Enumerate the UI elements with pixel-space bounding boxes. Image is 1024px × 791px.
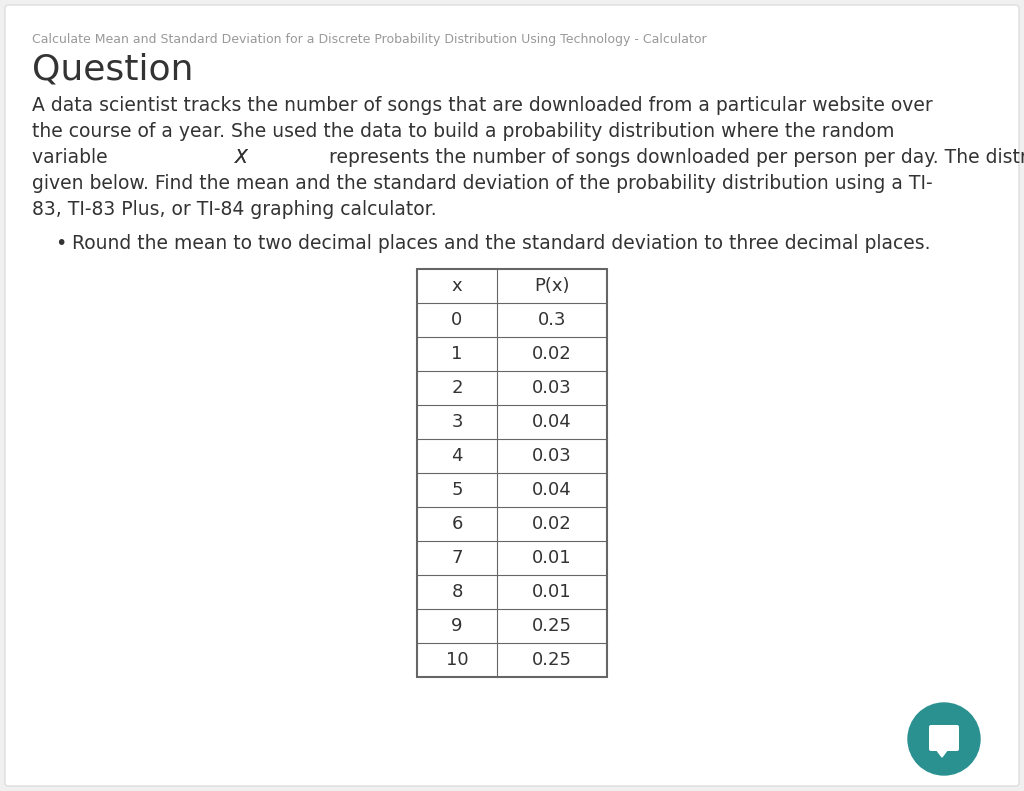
Text: 0.3: 0.3 — [538, 311, 566, 329]
Text: 0.25: 0.25 — [532, 651, 572, 669]
Text: 0.01: 0.01 — [532, 583, 571, 601]
Text: 83, TI-83 Plus, or TI-84 graphing calculator.: 83, TI-83 Plus, or TI-84 graphing calcul… — [32, 200, 436, 219]
Text: 4: 4 — [452, 447, 463, 465]
Text: 1: 1 — [452, 345, 463, 363]
Text: 0.01: 0.01 — [532, 549, 571, 567]
Text: Round the mean to two decimal places and the standard deviation to three decimal: Round the mean to two decimal places and… — [72, 234, 931, 253]
Text: X: X — [234, 148, 248, 167]
Text: 0.04: 0.04 — [532, 413, 571, 431]
Text: 3: 3 — [452, 413, 463, 431]
Text: 9: 9 — [452, 617, 463, 635]
Text: 0.25: 0.25 — [532, 617, 572, 635]
Text: 2: 2 — [452, 379, 463, 397]
Text: the course of a year. She used the data to build a probability distribution wher: the course of a year. She used the data … — [32, 122, 895, 141]
Text: 6: 6 — [452, 515, 463, 533]
Text: represents the number of songs downloaded per person per day. The distribution i: represents the number of songs downloade… — [323, 148, 1024, 167]
Text: x: x — [452, 277, 462, 295]
Text: 0: 0 — [452, 311, 463, 329]
Text: 10: 10 — [445, 651, 468, 669]
Text: 7: 7 — [452, 549, 463, 567]
Text: 8: 8 — [452, 583, 463, 601]
Text: 0.02: 0.02 — [532, 515, 571, 533]
FancyBboxPatch shape — [929, 725, 959, 751]
Text: ■: ■ — [931, 723, 957, 751]
Text: 0.03: 0.03 — [532, 447, 571, 465]
FancyBboxPatch shape — [5, 5, 1019, 786]
Text: 0.04: 0.04 — [532, 481, 571, 499]
Text: given below. Find the mean and the standard deviation of the probability distrib: given below. Find the mean and the stand… — [32, 174, 933, 193]
Polygon shape — [936, 749, 948, 757]
Bar — [417, 269, 607, 677]
Text: X: X — [234, 148, 248, 167]
Text: 0.02: 0.02 — [532, 345, 571, 363]
Text: P(x): P(x) — [535, 277, 569, 295]
Circle shape — [908, 703, 980, 775]
Text: 5: 5 — [452, 481, 463, 499]
Text: Calculate Mean and Standard Deviation for a Discrete Probability Distribution Us: Calculate Mean and Standard Deviation fo… — [32, 33, 707, 46]
Text: A data scientist tracks the number of songs that are downloaded from a particula: A data scientist tracks the number of so… — [32, 96, 933, 115]
Text: •: • — [55, 234, 67, 253]
Text: Question: Question — [32, 53, 194, 87]
Text: 0.03: 0.03 — [532, 379, 571, 397]
Text: variable: variable — [32, 148, 114, 167]
